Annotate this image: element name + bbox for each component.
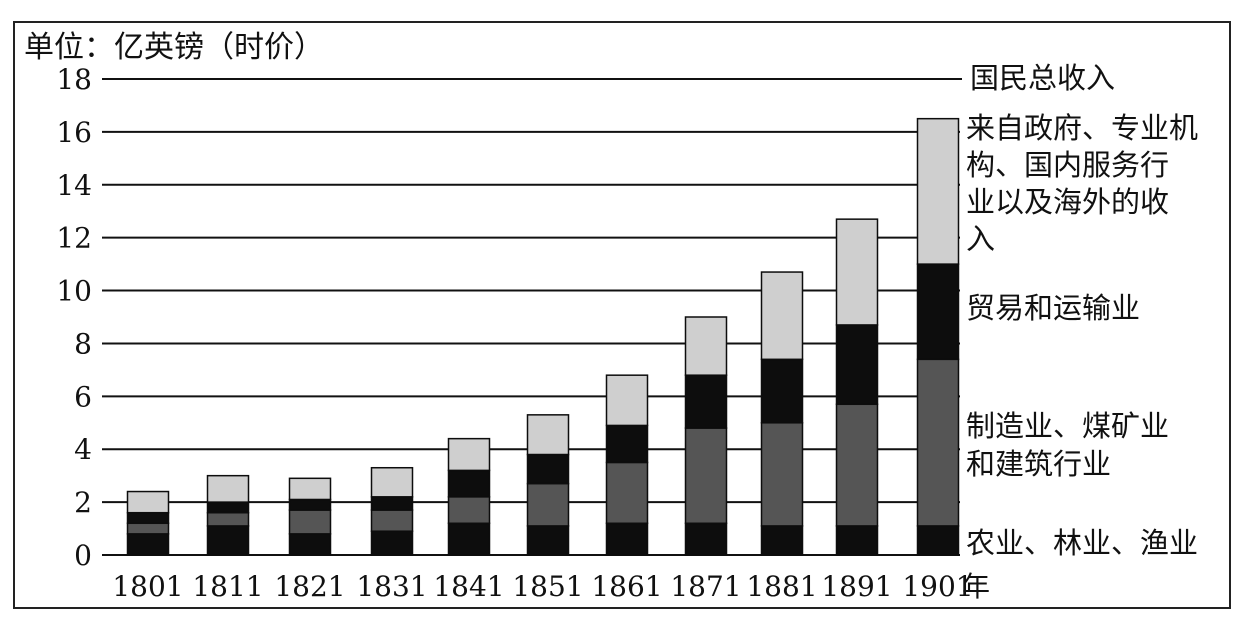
bar-segment — [447, 469, 491, 498]
bar-stack — [760, 271, 804, 556]
bar-segment — [526, 414, 570, 456]
bar-stack — [126, 490, 170, 556]
bar-segment — [760, 271, 804, 361]
bar-segment — [835, 403, 879, 527]
y-tick-label: 14 — [56, 169, 92, 202]
bar-stack — [288, 477, 332, 556]
y-tick-label: 2 — [74, 486, 92, 519]
bar-segment — [684, 316, 728, 376]
bar-segment — [605, 374, 649, 427]
bar-segment — [684, 427, 728, 525]
bar-segment — [288, 477, 332, 501]
x-tick-label: 1841 — [433, 570, 504, 603]
bar-segment — [288, 533, 332, 556]
bar-segment — [916, 525, 960, 556]
bar-segment — [684, 522, 728, 556]
bar-segment — [605, 424, 649, 464]
y-tick-label: 10 — [56, 275, 92, 308]
bar-segment — [206, 511, 250, 527]
bar-segment — [447, 496, 491, 525]
bar-segment — [916, 358, 960, 527]
bar-stack — [835, 218, 879, 556]
bar-segment — [288, 509, 332, 535]
bar-stack — [447, 437, 491, 556]
legend-series: 农业、林业、渔业 — [966, 526, 1198, 560]
bar-stack — [916, 117, 960, 556]
bar-segment — [526, 453, 570, 485]
y-tick-label: 6 — [74, 380, 92, 413]
y-axis-ticks: 0 2 4 6 8 10 12 14 16 18 — [56, 63, 92, 572]
bar-segment — [526, 525, 570, 556]
bar-stack — [605, 374, 649, 556]
bar-segment — [370, 466, 414, 498]
bar-segment — [370, 530, 414, 556]
x-tick-label: 1861 — [591, 570, 662, 603]
x-tick-label: 1811 — [192, 570, 263, 603]
bar-segment — [206, 525, 250, 556]
y-tick-label: 8 — [74, 327, 92, 360]
legend-series: 来自政府、专业机构、国内服务行业以及海外的收入 — [966, 111, 1198, 256]
x-tick-label: 1801 — [112, 570, 183, 603]
bar-segment — [760, 525, 804, 556]
bar-segment — [605, 522, 649, 556]
bar-segment — [835, 218, 879, 326]
bar-segment — [126, 533, 170, 556]
x-tick-label: 1881 — [746, 570, 817, 603]
y-tick-label: 16 — [56, 116, 92, 149]
bar-stack — [526, 414, 570, 556]
y-tick-label: 18 — [56, 63, 92, 96]
x-tick-label: 1821 — [274, 570, 345, 603]
bar-segment — [447, 437, 491, 472]
bar-segment — [288, 498, 332, 511]
bar-segment — [760, 422, 804, 527]
y-tick-label: 12 — [56, 222, 92, 255]
legend-series: 制造业、煤矿业和建筑行业 — [966, 409, 1169, 481]
bar-segment — [916, 263, 960, 361]
bar-stack — [206, 474, 250, 556]
bar-segment — [684, 374, 728, 429]
x-axis-suffix: 年 — [962, 570, 990, 603]
x-tick-label: 1901 — [902, 570, 973, 603]
bar-segment — [760, 358, 804, 424]
bar-segment — [370, 496, 414, 511]
x-tick-label: 1871 — [670, 570, 741, 603]
bar-stack — [684, 316, 728, 556]
bar-segment — [126, 490, 170, 514]
bar-segment — [126, 522, 170, 535]
bar-segment — [835, 525, 879, 556]
bar-segment — [206, 501, 250, 514]
bar-segment — [447, 522, 491, 556]
x-tick-label: 1831 — [356, 570, 427, 603]
bar-segment — [370, 509, 414, 532]
legend-total: 国民总收入 — [970, 61, 1115, 95]
bar-segment — [835, 324, 879, 406]
bar-segment — [605, 461, 649, 525]
bar-segment — [526, 482, 570, 527]
x-tick-label: 1891 — [821, 570, 892, 603]
bar-segment — [916, 117, 960, 265]
bars — [126, 117, 960, 556]
x-tick-label: 1851 — [512, 570, 583, 603]
x-axis-ticks: 1801 1811 1821 1831 1841 1851 1861 1871 1881 1891… — [112, 570, 990, 603]
legend: 国民总收入来自政府、专业机构、国内服务行业以及海外的收入贸易和运输业制造业、煤矿… — [966, 61, 1198, 560]
y-tick-label: 0 — [74, 539, 92, 572]
bar-segment — [206, 474, 250, 503]
y-tick-label: 4 — [74, 433, 92, 466]
unit-label: 单位：亿英镑（时价） — [24, 30, 324, 65]
bar-segment — [126, 511, 170, 525]
bar-stack — [370, 466, 414, 556]
legend-series: 贸易和运输业 — [966, 291, 1140, 325]
